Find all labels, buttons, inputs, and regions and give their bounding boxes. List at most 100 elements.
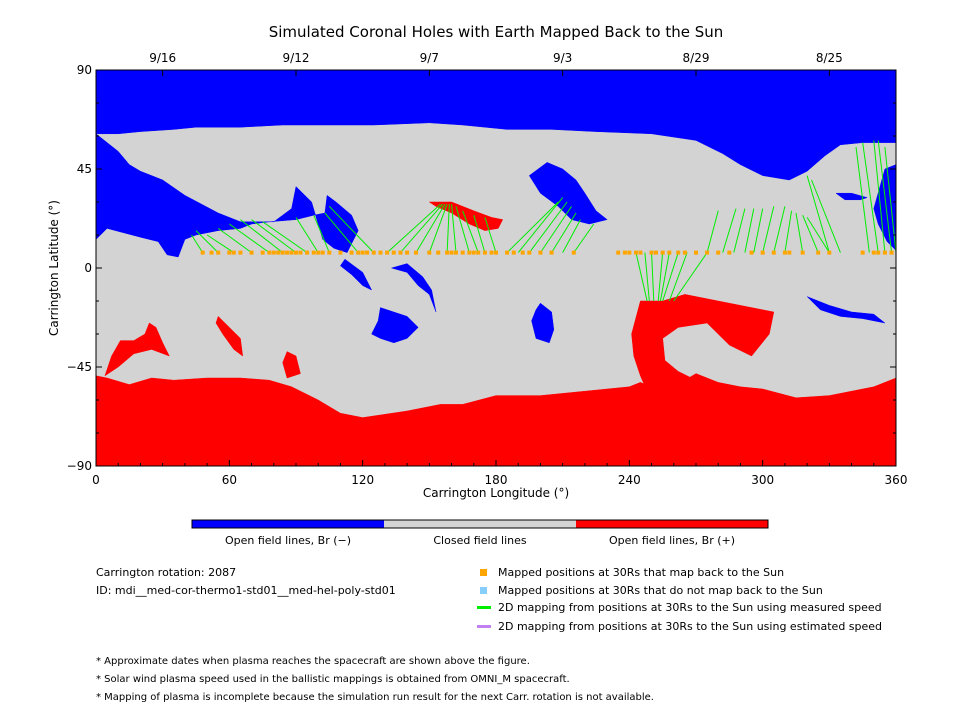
mapping-line [855,146,870,253]
mapped-point [391,250,396,255]
y-tick-label: −45 [67,360,92,374]
region-neg-blob-5 [531,302,555,344]
coronal-hole-regions [95,69,897,467]
mapping-line [386,203,441,253]
region-neg-blob-1 [390,263,437,313]
mapping-line [862,142,879,253]
colorbar [191,519,769,529]
mapping-line [400,203,444,253]
colorbar-segment [384,520,576,528]
mapping-line [753,208,764,253]
mapping-line [873,140,886,253]
mapped-point [371,250,376,255]
top-date-label: 9/12 [283,51,310,65]
mapping-line [517,197,564,253]
colorbar-label-negative: Open field lines, Br (−) [224,534,352,547]
mapped-point [405,250,410,255]
mapped-point [427,250,432,255]
region-pos-left [104,322,170,377]
mapped-point [209,250,214,255]
mapped-point [787,250,792,255]
mapped-point [511,250,516,255]
mapped-point [267,250,272,255]
footnote-incomplete: * Mapping of plasma is incomplete becaus… [96,692,654,703]
mapping-line [428,204,448,253]
mapped-point [494,250,498,255]
footnote-dates: * Approximate dates when plasma reaches … [96,656,530,667]
colorbar-label-positive: Open field lines, Br (+) [608,534,736,547]
mapping-line [651,252,655,302]
mapped-point [800,250,805,255]
mapping-line [795,212,804,253]
mapping-line [446,204,450,253]
region-pos-polar [95,373,897,467]
mapped-point [827,250,832,255]
mapped-point [527,250,532,255]
mapped-point [676,250,681,255]
top-date-label: 9/7 [420,51,439,65]
mapping-line [562,219,581,253]
mapped-point [454,250,458,255]
mapped-point [505,250,510,255]
region-neg-blob-4 [371,307,419,344]
mapping-line [733,208,746,253]
x-tick-label: 300 [751,473,774,487]
footnote-speed: * Solar wind plasma speed used in the ba… [96,674,570,685]
region-pos-top [428,201,504,231]
mapped-point [385,250,390,255]
mapped-point [694,250,698,255]
mapped-point [365,250,370,255]
mapped-point [280,250,285,255]
model-id: ID: mdi__med-cor-thermo1-std01__med-hel-… [96,584,396,597]
mapped-point [634,250,638,255]
mapped-point [285,250,290,255]
mapping-line [802,215,819,253]
mapped-point [871,250,876,255]
mapping-line [473,215,486,253]
mapped-point [327,250,332,255]
mapping-line [462,210,479,253]
region-neg-right-1 [806,296,886,324]
legend-swatch-estimated [477,625,491,628]
mapping-line [240,219,283,253]
mapped-point [816,250,821,255]
y-tick-label: −90 [67,459,92,473]
x-tick-label: 60 [222,473,237,487]
mapped-point [638,250,643,255]
legend-item-measured: 2D mapping from positions at 30Rs to the… [498,601,882,614]
mapping-line [506,201,559,253]
mapping-line [806,217,830,253]
legend-item-mapped: Mapped positions at 30Rs that map back t… [498,566,785,579]
mapped-point [338,250,343,255]
y-tick-label: 45 [77,162,92,176]
mapped-point [876,250,881,255]
mapped-point [260,250,265,255]
mapping-line [806,175,830,253]
mapping-line [706,210,719,253]
x-tick-label: 360 [885,473,908,487]
mapped-point [227,250,232,255]
mapping-line [415,203,446,253]
mapping-line [528,201,568,253]
x-axis-ticks: 0 60 120 180 240 300 360 [92,460,907,487]
region-neg-right-2 [835,192,868,201]
mapped-point [538,250,543,255]
mapping-line [722,208,737,253]
mapping-line [324,212,359,253]
y-tick-label: 90 [77,63,92,77]
mapped-point [271,250,276,255]
mapping-line [195,230,219,253]
mapping-line [484,217,497,253]
mapping-line [229,223,270,254]
mapping-line [744,208,755,253]
mapped-point [460,250,465,255]
x-tick-label: 120 [351,473,374,487]
mapped-point [571,250,576,255]
mapping-line [657,252,664,302]
y-tick-label: 0 [84,261,92,275]
region-pos-blob-1 [215,315,244,357]
mapped-point [320,250,325,255]
mapped-point [616,250,621,255]
mapped-point [716,250,721,255]
